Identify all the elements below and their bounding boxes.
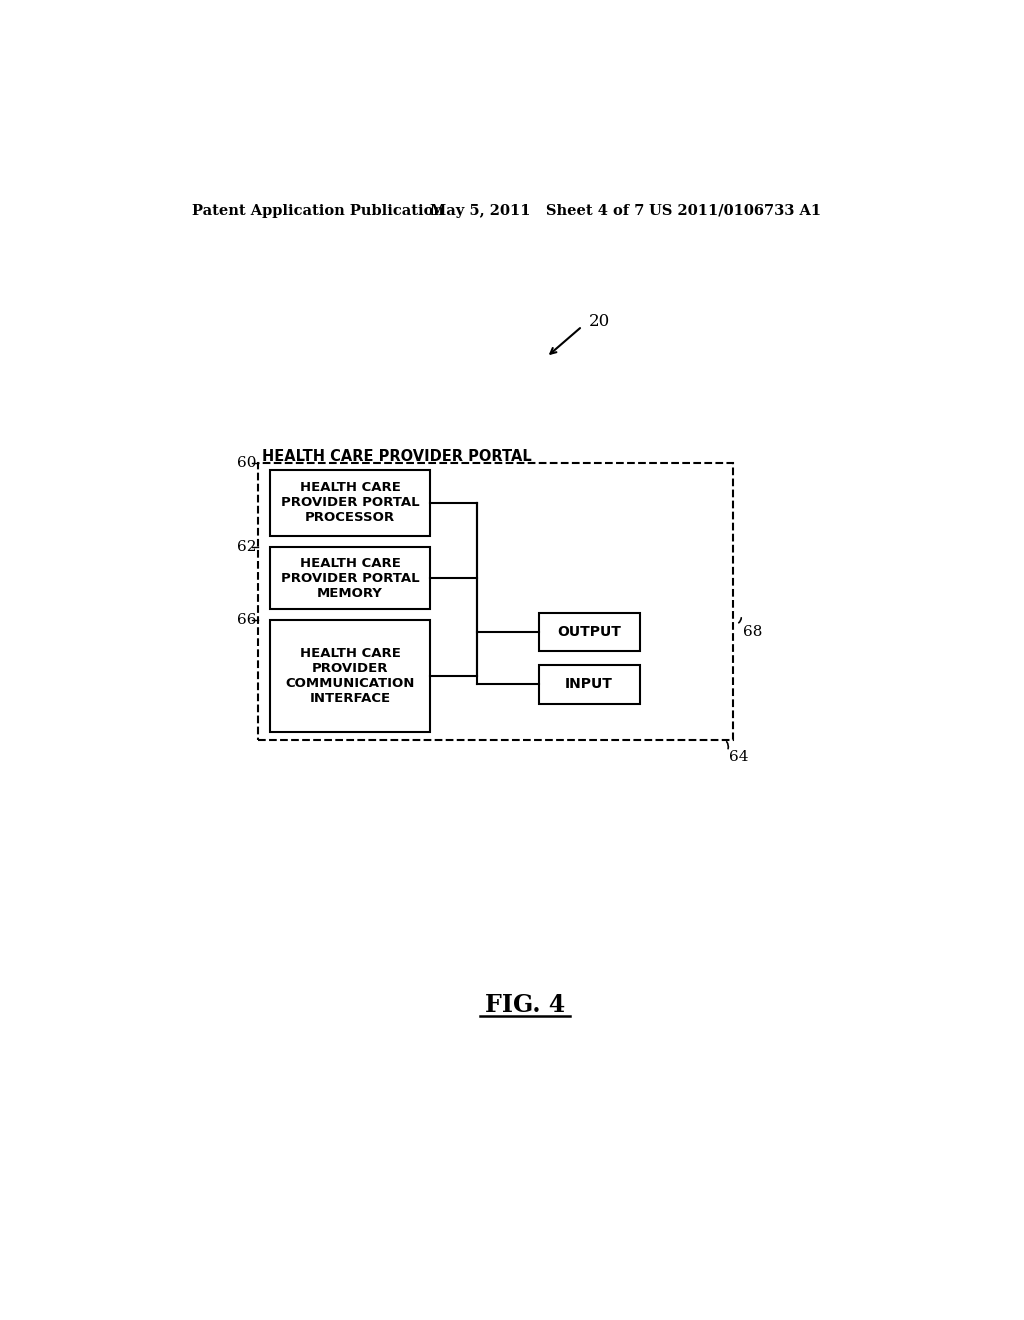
Bar (539, 612, 640, 651)
Bar (539, 665, 640, 704)
Text: 20: 20 (589, 313, 610, 330)
Text: 66: 66 (237, 614, 256, 627)
Text: 68: 68 (742, 624, 762, 639)
Text: 64: 64 (729, 751, 749, 764)
Text: FIG. 4: FIG. 4 (484, 994, 565, 1018)
Text: INPUT: INPUT (565, 677, 613, 692)
Bar (270, 620, 430, 733)
Text: HEALTH CARE
PROVIDER
COMMUNICATION
INTERFACE: HEALTH CARE PROVIDER COMMUNICATION INTER… (286, 647, 415, 705)
Text: 60: 60 (237, 455, 256, 470)
Text: US 2011/0106733 A1: US 2011/0106733 A1 (649, 203, 821, 218)
Text: OUTPUT: OUTPUT (557, 624, 622, 639)
Bar (258, 462, 732, 739)
Bar (270, 548, 430, 609)
Text: 62: 62 (237, 540, 256, 554)
Text: HEALTH CARE
PROVIDER PORTAL
MEMORY: HEALTH CARE PROVIDER PORTAL MEMORY (281, 557, 420, 599)
Text: HEALTH CARE PROVIDER PORTAL: HEALTH CARE PROVIDER PORTAL (262, 449, 531, 463)
Text: HEALTH CARE
PROVIDER PORTAL
PROCESSOR: HEALTH CARE PROVIDER PORTAL PROCESSOR (281, 482, 420, 524)
Bar (270, 470, 430, 536)
Text: Patent Application Publication: Patent Application Publication (191, 203, 443, 218)
Text: May 5, 2011   Sheet 4 of 7: May 5, 2011 Sheet 4 of 7 (430, 203, 645, 218)
